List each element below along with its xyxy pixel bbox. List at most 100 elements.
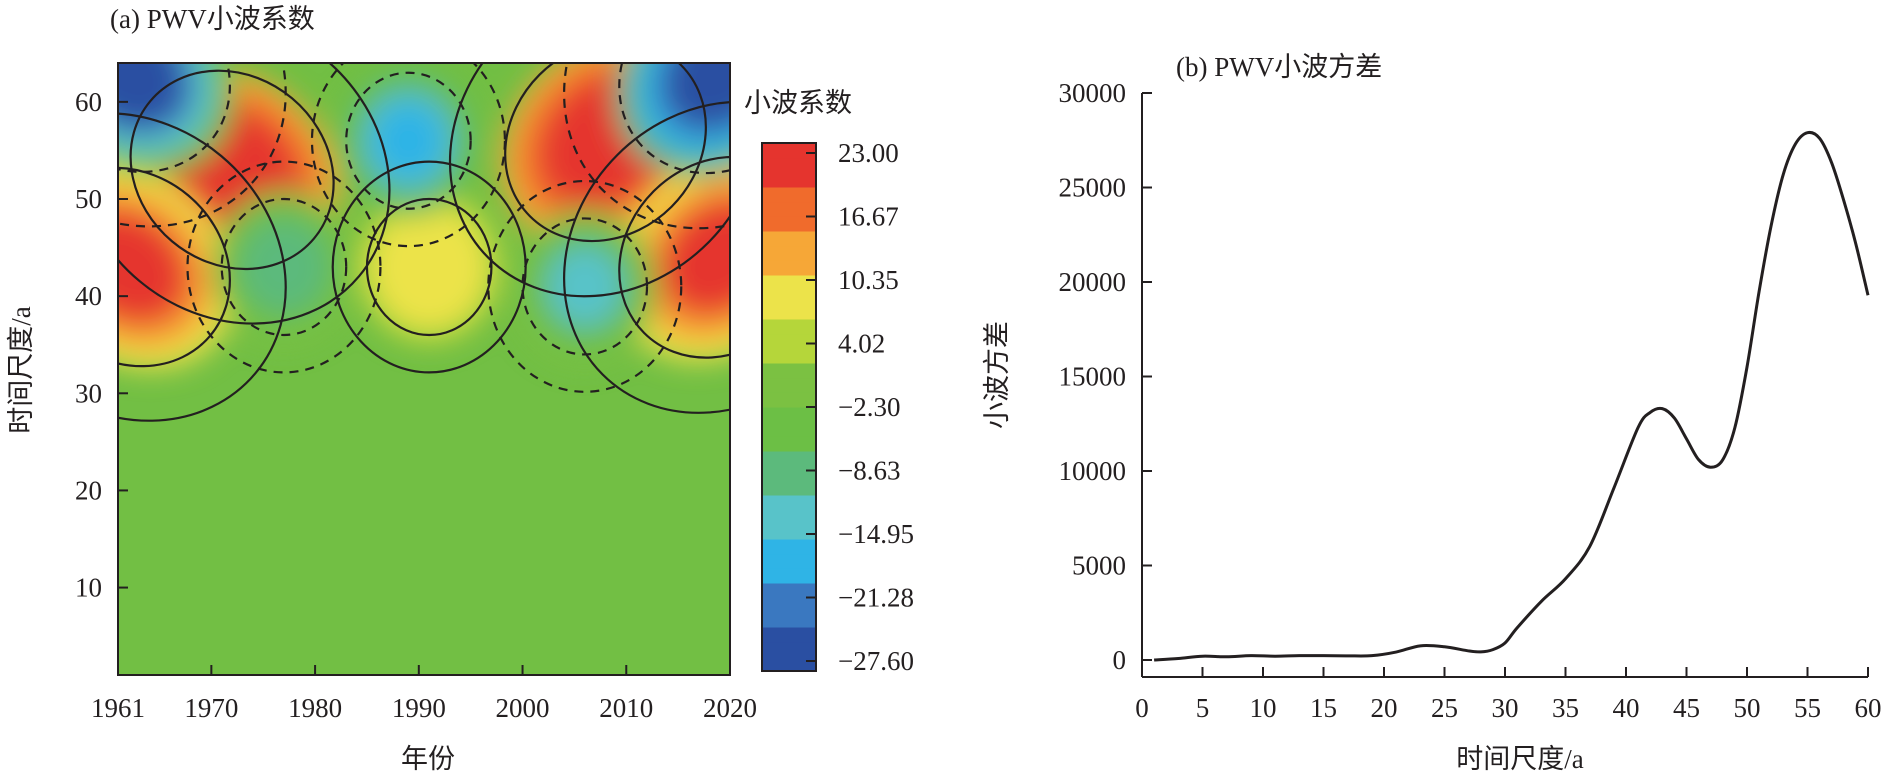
- negative-contour: [186, 160, 382, 374]
- colorbar-band: [762, 377, 816, 393]
- negative-contour: [487, 179, 683, 393]
- colorbar-band: [762, 656, 816, 672]
- colorbar-band: [762, 275, 816, 291]
- colorbar-band: [762, 553, 816, 569]
- y-tick-label: 20: [75, 475, 102, 505]
- x-tick-label: 5: [1196, 693, 1210, 723]
- x-tick-label: 35: [1552, 693, 1579, 723]
- colorbar-band: [762, 333, 816, 349]
- negative-contour: [118, 63, 287, 228]
- colorbar-tick-label: −8.63: [838, 456, 900, 486]
- colorbar-band: [762, 260, 816, 276]
- heatmap-cell: [118, 63, 183, 125]
- positive-contour: [118, 63, 391, 325]
- colorbar-band: [762, 245, 816, 261]
- colorbar-tick-label: 4.02: [838, 329, 885, 359]
- colorbar-band: [762, 641, 816, 657]
- colorbar-label: 小波系数: [744, 88, 852, 118]
- colorbar-tick-label: 23.00: [838, 138, 899, 168]
- positive-contour: [448, 63, 730, 298]
- colorbar-band: [762, 143, 816, 159]
- colorbar-band: [762, 216, 816, 232]
- heatmap-cell: [548, 247, 622, 326]
- colorbar-band: [762, 304, 816, 320]
- colorbar-band: [762, 539, 816, 555]
- x-tick-label: 1961: [91, 693, 145, 723]
- x-tick-label: 1990: [392, 693, 446, 723]
- heatmap-cell: [372, 101, 445, 180]
- colorbar-band: [762, 348, 816, 364]
- y-tick-label: 0: [1113, 645, 1127, 675]
- x-tick-label: 60: [1855, 693, 1882, 723]
- y-tick-label: 60: [75, 87, 102, 117]
- colorbar-band: [762, 495, 816, 511]
- colorbar-tick-label: −14.95: [838, 519, 914, 549]
- colorbar-band: [762, 451, 816, 467]
- x-tick-label: 20: [1371, 693, 1398, 723]
- x-tick-label: 45: [1673, 693, 1700, 723]
- x-tick-label: 2020: [703, 693, 757, 723]
- panel-a-xlabel: 年份: [401, 744, 455, 774]
- panel-b-xlabel: 时间尺度/a: [1456, 744, 1584, 774]
- colorbar-band: [762, 509, 816, 525]
- colorbar-band: [762, 231, 816, 247]
- colorbar-band: [762, 612, 816, 628]
- negative-contour: [521, 217, 649, 356]
- colorbar-band: [762, 597, 816, 613]
- x-tick-label: 50: [1734, 693, 1761, 723]
- variance-line: [1154, 130, 1870, 662]
- positive-contour: [563, 100, 730, 414]
- y-tick-label: 50: [75, 184, 102, 214]
- x-tick-label: 55: [1794, 693, 1821, 723]
- heatmap-field: [118, 63, 730, 675]
- x-tick-label: 0: [1135, 693, 1149, 723]
- positive-contour: [504, 63, 707, 243]
- y-tick-label: 30000: [1059, 78, 1127, 108]
- heatmap-cell: [392, 228, 466, 306]
- panel-a-ylabel: 时间尺度/a: [6, 306, 36, 434]
- colorbar-band: [762, 480, 816, 496]
- colorbar-band: [762, 157, 816, 173]
- colorbar-tick-label: −2.30: [838, 392, 900, 422]
- heatmap-cell: [666, 204, 730, 311]
- negative-contour: [310, 63, 506, 248]
- positive-contour: [129, 69, 335, 271]
- colorbar-band: [762, 289, 816, 305]
- colorbar-tick-label: 10.35: [838, 265, 899, 295]
- panel-a: (a) PWV小波系数 1961 1970 1980 1990 2000 2010 2020…: [6, 4, 914, 774]
- x-tick-label: 15: [1310, 693, 1337, 723]
- panel-b-title: (b) PWV小波方差: [1176, 52, 1382, 82]
- positive-contour: [365, 197, 493, 337]
- positive-contour: [618, 155, 730, 359]
- colorbar-band: [762, 568, 816, 584]
- y-tick-label: 30: [75, 378, 102, 408]
- colorbar-band: [762, 421, 816, 437]
- heatmap-cell: [666, 63, 730, 126]
- colorbar-tick-label: 16.67: [838, 202, 899, 232]
- colorbar-band: [762, 583, 816, 599]
- x-tick-label: 10: [1250, 693, 1277, 723]
- colorbar-band: [762, 187, 816, 203]
- colorbar-band: [762, 201, 816, 217]
- y-tick-label: 5000: [1072, 551, 1126, 581]
- y-tick-label: 25000: [1059, 173, 1127, 203]
- y-tick-label: 10: [75, 573, 102, 603]
- colorbar-band: [762, 319, 816, 335]
- negative-contour: [563, 63, 730, 230]
- x-tick-label: 30: [1492, 693, 1519, 723]
- heatmap-frame: [117, 62, 731, 676]
- x-tick-label: 1980: [288, 693, 342, 723]
- negative-contour: [220, 197, 348, 337]
- panel-b: (b) PWV小波方差 0 5 10 15 20 25 30 35 40 45 50 55 60 0 500…: [982, 52, 1882, 774]
- colorbar-tick-label: −27.60: [838, 646, 914, 676]
- colorbar-band: [762, 627, 816, 643]
- colorbar: 小波系数 23.00 16.67 10.35 4.02 −2.30 −8.63 −14.95…: [744, 88, 914, 676]
- colorbar-band: [762, 436, 816, 452]
- colorbar-band: [762, 407, 816, 423]
- positive-contour: [118, 112, 287, 422]
- y-tick-label: 10000: [1059, 456, 1127, 486]
- panel-a-title: (a) PWV小波系数: [110, 4, 315, 34]
- x-tick-label: 40: [1613, 693, 1640, 723]
- colorbar-band: [762, 363, 816, 379]
